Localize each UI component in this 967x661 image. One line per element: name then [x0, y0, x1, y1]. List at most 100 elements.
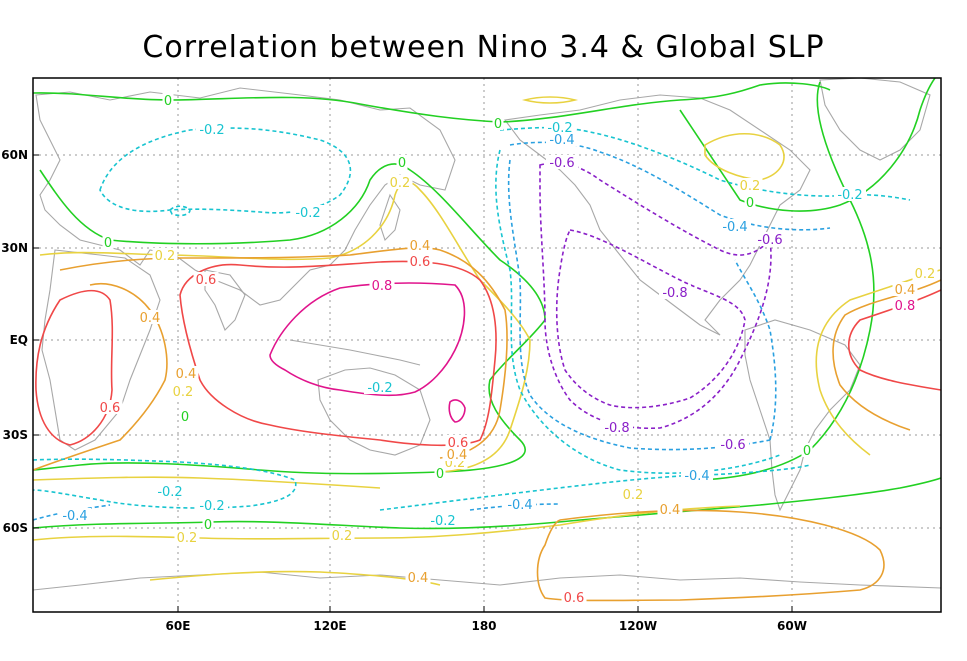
contour-0.2-south	[33, 476, 381, 489]
contour-label: 0.2	[915, 267, 936, 282]
contour-label: 0	[494, 117, 502, 132]
contour-label-background	[504, 497, 536, 511]
y-tick-label-30s: 30S	[3, 428, 28, 442]
contour-label: 0.2	[173, 385, 194, 400]
contour-label-background	[407, 238, 433, 252]
contour-label-background	[834, 187, 866, 201]
contour-label-background	[717, 437, 749, 451]
contour-label-background	[174, 530, 200, 544]
contour-label: -0.6	[549, 156, 574, 171]
contour-label: 0.4	[895, 283, 916, 298]
contour-label-background	[407, 254, 433, 268]
y-tick-label-60n: 60N	[1, 148, 28, 162]
y-tick-label-eq: EQ	[10, 333, 28, 347]
japan-coast	[379, 193, 401, 242]
contour-label: -0.8	[604, 421, 629, 436]
contour-label-background	[492, 116, 504, 130]
contour-label-background	[620, 487, 646, 501]
contour-label: -0.2	[199, 123, 224, 138]
contour-m0.2-small-asia	[169, 205, 191, 217]
contour-0.2-north-atlantic	[704, 132, 785, 181]
contour-label: -0.2	[157, 485, 182, 500]
y-tick-label-30n: 30N	[1, 241, 28, 255]
contour-label-background	[444, 447, 470, 461]
contour-lines	[33, 78, 941, 602]
contour-0.4-west	[33, 283, 168, 471]
contour-0.4-asia	[59, 247, 508, 459]
x-tick-label-120e: 120E	[313, 619, 346, 633]
south-america-coast	[744, 319, 861, 512]
contour-label-background	[152, 248, 178, 262]
contour-label: 0.2	[623, 488, 644, 503]
contour-0.8-indonesia	[269, 282, 466, 397]
map-frame	[32, 77, 942, 613]
contour-label: -0.8	[662, 286, 687, 301]
contour-m0.6-pacific	[539, 162, 772, 430]
contour-label: -0.2	[295, 206, 320, 221]
contour-label-background	[162, 93, 174, 107]
contour-label: -0.4	[722, 220, 747, 235]
contour-label-background	[329, 528, 355, 542]
contour-label-background	[601, 420, 633, 434]
contour-label: 0.6	[100, 401, 121, 416]
contour-label-background	[97, 400, 123, 414]
contour-0-equatorial-pacific	[33, 319, 546, 475]
contour-label: 0	[803, 444, 811, 459]
contour-label-background	[546, 132, 578, 146]
contour-label-background	[179, 409, 191, 423]
contour-label-background	[912, 266, 938, 280]
contour-0.2-arctic	[521, 96, 579, 104]
y-tick-label-60s: 60S	[3, 521, 28, 535]
x-tick-label-180: 180	[471, 619, 496, 633]
contour-label: -0.2	[430, 514, 455, 529]
contour-m0.2-southern	[379, 464, 811, 511]
contour-label-background	[137, 310, 163, 324]
contour-label-background	[681, 468, 713, 482]
contour-label: 0.4	[410, 239, 431, 254]
contour-label-background	[892, 282, 918, 296]
contour-label-background	[369, 278, 395, 292]
contour-label-background	[202, 517, 214, 531]
contour-label: 0.4	[660, 503, 681, 518]
contour-label: -0.2	[367, 381, 392, 396]
contour-label-background	[173, 366, 199, 380]
contour-label: -0.4	[507, 498, 532, 513]
contour-label: -0.2	[199, 499, 224, 514]
contour-label-background	[719, 219, 751, 233]
contour-m0.2-south-indian	[33, 458, 297, 509]
eurasia-coast	[35, 87, 456, 306]
antarctica-coast	[33, 571, 941, 591]
contour-label-background	[427, 513, 459, 527]
contour-0.8-small	[448, 399, 466, 423]
map-title: Correlation between Nino 3.4 & Global SL…	[142, 30, 825, 65]
contour-label: 0.4	[176, 367, 197, 382]
contour-label: 0.2	[155, 249, 176, 264]
contour-label: 0	[746, 196, 754, 211]
contour-label: -0.6	[720, 438, 745, 453]
contour-label: 0	[436, 467, 444, 482]
land-outlines	[33, 78, 941, 591]
x-tick-label-60w: 60W	[777, 619, 807, 633]
contour-label-background	[170, 384, 196, 398]
contour-0.4-south-pacific	[536, 509, 885, 602]
contour-label: 0.4	[408, 571, 429, 586]
contour-label: 0.6	[410, 255, 431, 270]
contour-label: 0.6	[564, 591, 585, 606]
contour-0-atlantic	[699, 81, 875, 481]
contour-m0.2-siberia	[99, 127, 352, 214]
contour-label: 0.2	[177, 531, 198, 546]
contour-label: 0.4	[140, 311, 161, 326]
contour-label-background	[744, 195, 756, 209]
india-coast	[204, 269, 246, 331]
indonesia-coast	[289, 339, 421, 366]
contour-m0.8-pacific	[555, 229, 746, 409]
contour-label: -0.2	[837, 188, 862, 203]
contour-label-background	[292, 205, 324, 219]
contour-label-background	[196, 122, 228, 136]
contour-label-background	[405, 570, 431, 584]
contour-label-background	[154, 484, 186, 498]
contour-label: 0	[398, 156, 406, 171]
contour-label: 0.2	[332, 529, 353, 544]
contour-0-east-pacific	[679, 78, 936, 212]
contour-label-background	[102, 235, 114, 249]
